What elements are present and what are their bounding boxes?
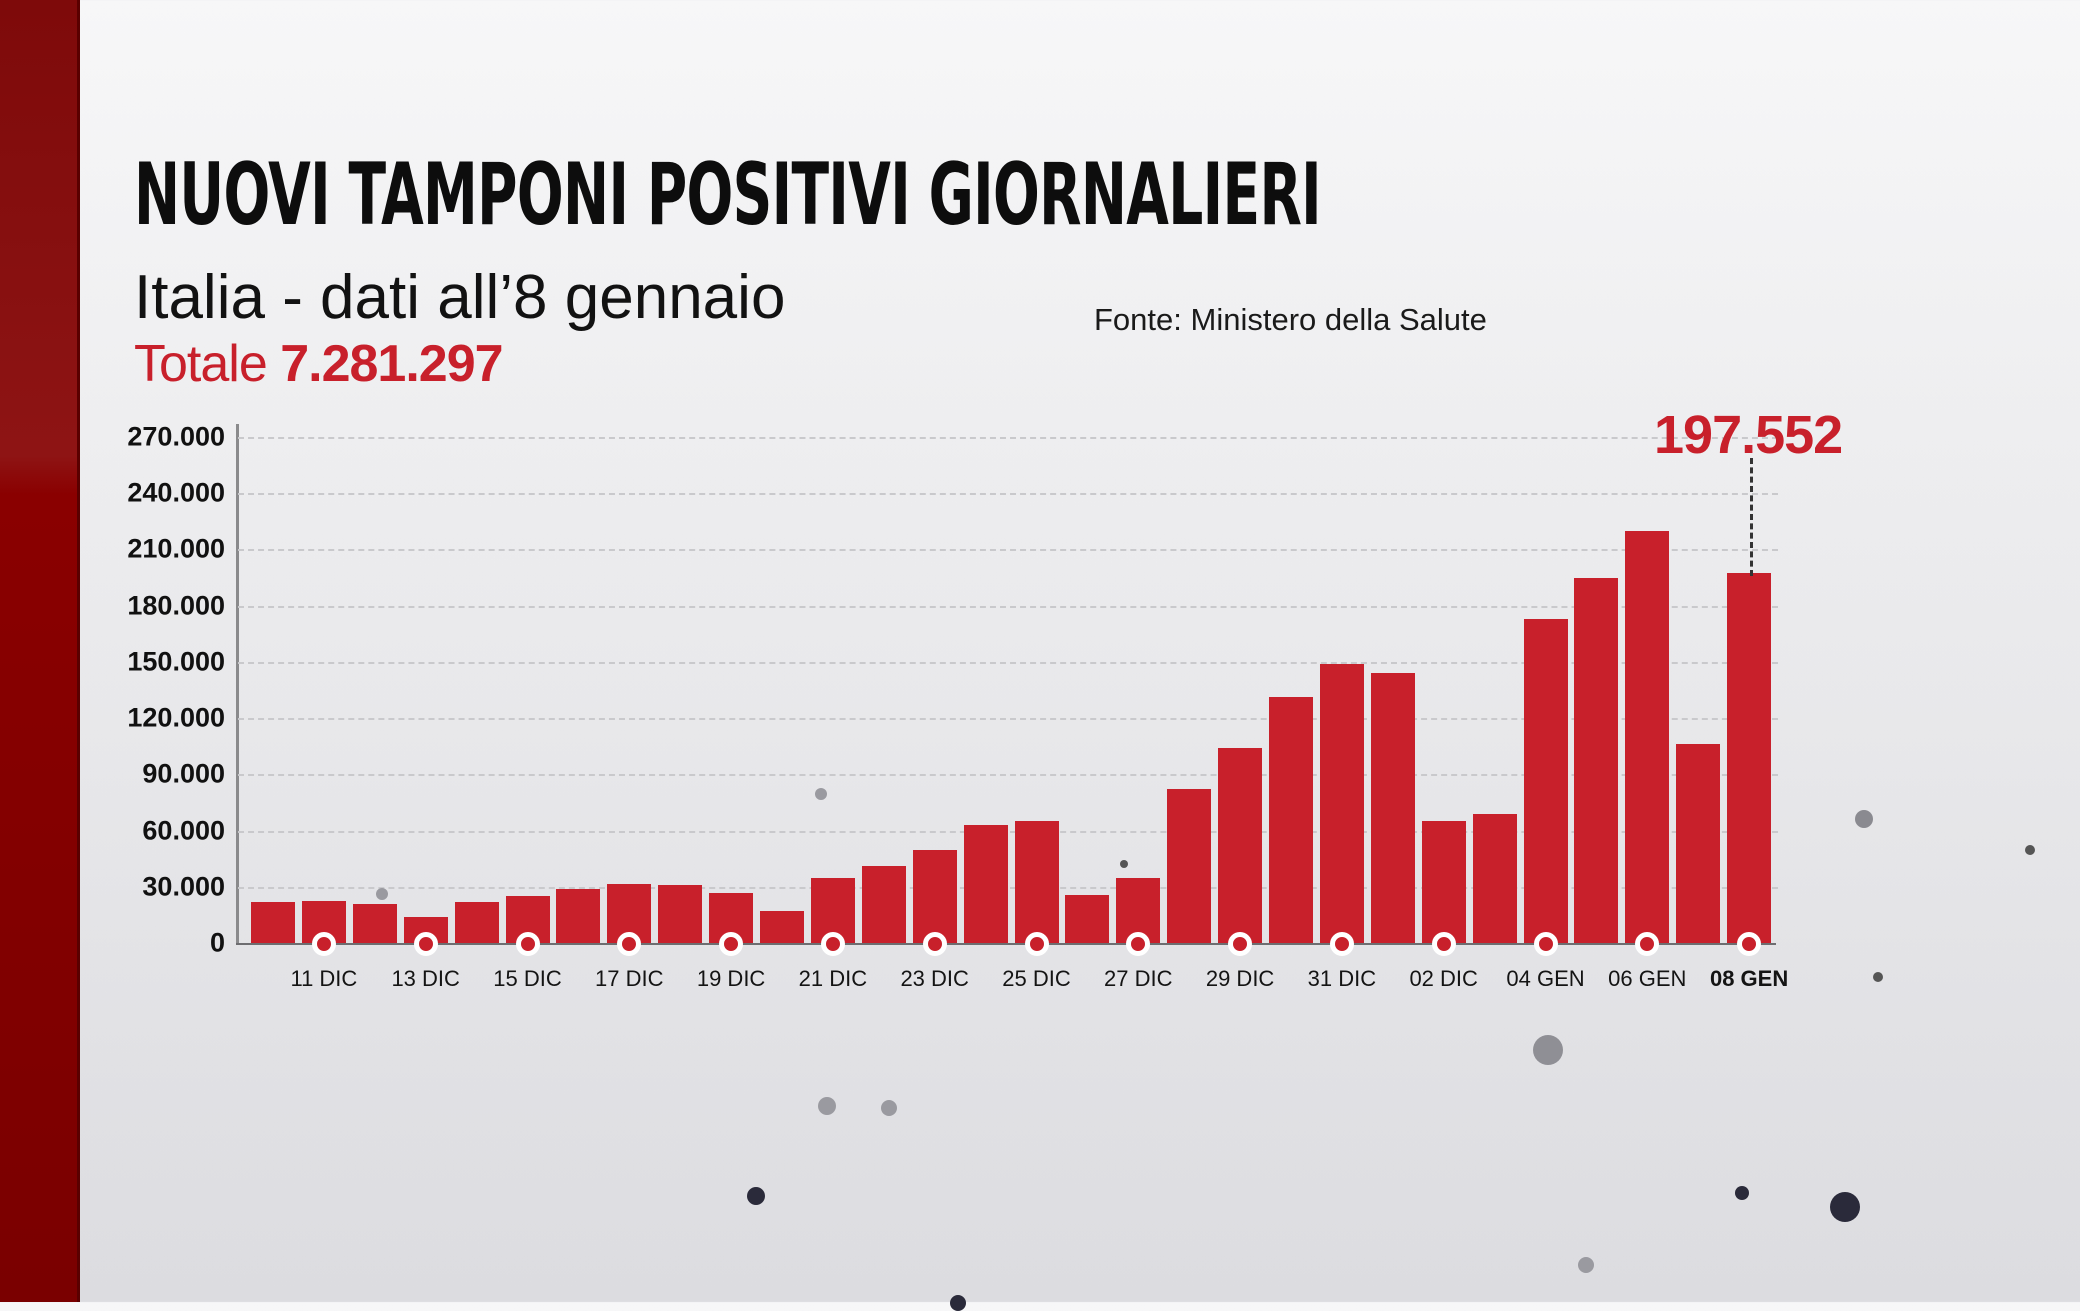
y-tick-label: 270.000: [127, 421, 225, 452]
x-tick-label: 29 DIC: [1205, 966, 1275, 991]
latest-value-callout: 197.552: [1654, 405, 1843, 465]
bar-23-dic: [912, 850, 957, 943]
background-speck: [818, 1097, 836, 1115]
bar-07-gen: [1676, 744, 1721, 943]
bar-31-dic: [1319, 663, 1364, 943]
y-tick-label: 180.000: [127, 590, 225, 621]
total-label: Totale: [134, 335, 268, 393]
background-speck: [1735, 1186, 1749, 1200]
bar-14-dic: [454, 901, 499, 943]
bar-10-dic: [251, 901, 295, 943]
chart-title: NUOVI TAMPONI POSITIVI GIORNALIERI: [134, 145, 1322, 245]
total-count: Totale 7.281.297: [134, 334, 504, 394]
background-speck: [1855, 810, 1873, 828]
gridline: [238, 493, 1778, 496]
x-tick-label: 19 DIC: [696, 966, 766, 991]
x-tick-label: 04 GEN: [1506, 966, 1585, 991]
x-tick-label: 13 DIC: [391, 966, 460, 991]
gridline: [238, 886, 1778, 889]
gridline: [238, 718, 1778, 721]
bar-22-dic: [861, 866, 906, 943]
bar-29-dic: [1218, 748, 1263, 943]
gridline: [238, 830, 1778, 833]
x-tick-label: 31 DIC: [1307, 966, 1377, 991]
bar-30-dic: [1269, 697, 1313, 943]
x-tick-marker: [515, 932, 540, 956]
bar-08-gen: [1727, 572, 1772, 943]
background-speck: [950, 1295, 966, 1311]
bar-02-dic: [1421, 821, 1466, 943]
x-axis: [236, 943, 1776, 945]
red-side-band: [0, 0, 80, 1302]
gridline: [238, 774, 1778, 777]
x-tick-label: 25 DIC: [1002, 966, 1071, 991]
y-tick-label: 30.000: [142, 871, 225, 902]
x-tick-marker: [1228, 932, 1253, 956]
x-tick-marker: [719, 932, 744, 956]
x-tick-label: 08 GEN: [1709, 966, 1789, 991]
x-tick-label: 21 DIC: [798, 966, 868, 991]
background-speck: [2025, 845, 2035, 855]
y-axis: [236, 424, 239, 945]
y-tick-label: 60.000: [142, 815, 225, 846]
y-tick-label: 120.000: [127, 702, 225, 733]
bar-24-dic: [963, 824, 1008, 943]
x-tick-label: 17 DIC: [595, 966, 664, 991]
bar-06-gen: [1625, 530, 1670, 943]
gridline: [238, 605, 1778, 608]
x-tick-marker: [1635, 932, 1660, 956]
bar-16-dic: [556, 889, 601, 943]
bar-03-gen: [1472, 813, 1517, 943]
source-note: Fonte: Ministero della Salute: [1094, 302, 1487, 337]
background-speck: [376, 888, 388, 900]
x-tick-marker: [1329, 932, 1354, 956]
x-tick-marker: [820, 932, 845, 956]
bar-01-gen: [1370, 673, 1415, 943]
x-tick-marker: [1126, 932, 1151, 956]
bar-28-dic: [1167, 789, 1212, 943]
x-tick-marker: [413, 932, 438, 956]
chart-subtitle: Italia - dati all’8 gennaio: [134, 263, 786, 332]
x-tick-marker: [1431, 932, 1456, 956]
background-speck: [1120, 860, 1128, 868]
bar-26-dic: [1065, 895, 1110, 943]
background-speck: [1830, 1192, 1860, 1222]
x-tick-label: 02 DIC: [1409, 966, 1478, 991]
x-tick-marker: [617, 932, 642, 956]
x-tick-marker: [1533, 932, 1558, 956]
background-speck: [1873, 972, 1883, 982]
background-speck: [815, 788, 827, 800]
gridline: [238, 661, 1778, 664]
background-speck: [1578, 1257, 1594, 1273]
y-tick-label: 240.000: [127, 477, 225, 508]
x-tick-marker: [1737, 932, 1762, 956]
y-tick-label: 210.000: [127, 533, 225, 564]
x-tick-marker: [1024, 932, 1049, 956]
y-tick-label: 0: [209, 927, 225, 958]
bar-20-dic: [760, 911, 804, 943]
x-tick-label: 23 DIC: [900, 966, 969, 991]
x-tick-label: 27 DIC: [1104, 966, 1173, 991]
x-tick-marker: [311, 932, 336, 956]
bar-25-dic: [1014, 821, 1059, 943]
gridline: [238, 549, 1778, 552]
bar-05-gen: [1574, 577, 1619, 943]
y-tick-label: 90.000: [142, 758, 225, 789]
x-tick-marker: [922, 932, 947, 956]
background-speck: [881, 1100, 897, 1116]
bar-12-dic: [352, 903, 397, 943]
bar-04-gen: [1523, 618, 1568, 943]
background-speck: [747, 1187, 765, 1205]
x-tick-label: 15 DIC: [493, 966, 562, 991]
background-speck: [1533, 1035, 1563, 1065]
y-tick-label: 150.000: [127, 646, 225, 677]
total-value: 7.281.297: [280, 335, 503, 393]
x-tick-label: 06 GEN: [1608, 966, 1687, 991]
x-tick-label: 11 DIC: [290, 966, 358, 991]
callout-leader-line: [1750, 458, 1753, 576]
bar-18-dic: [658, 884, 703, 943]
gridline: [238, 437, 1778, 439]
